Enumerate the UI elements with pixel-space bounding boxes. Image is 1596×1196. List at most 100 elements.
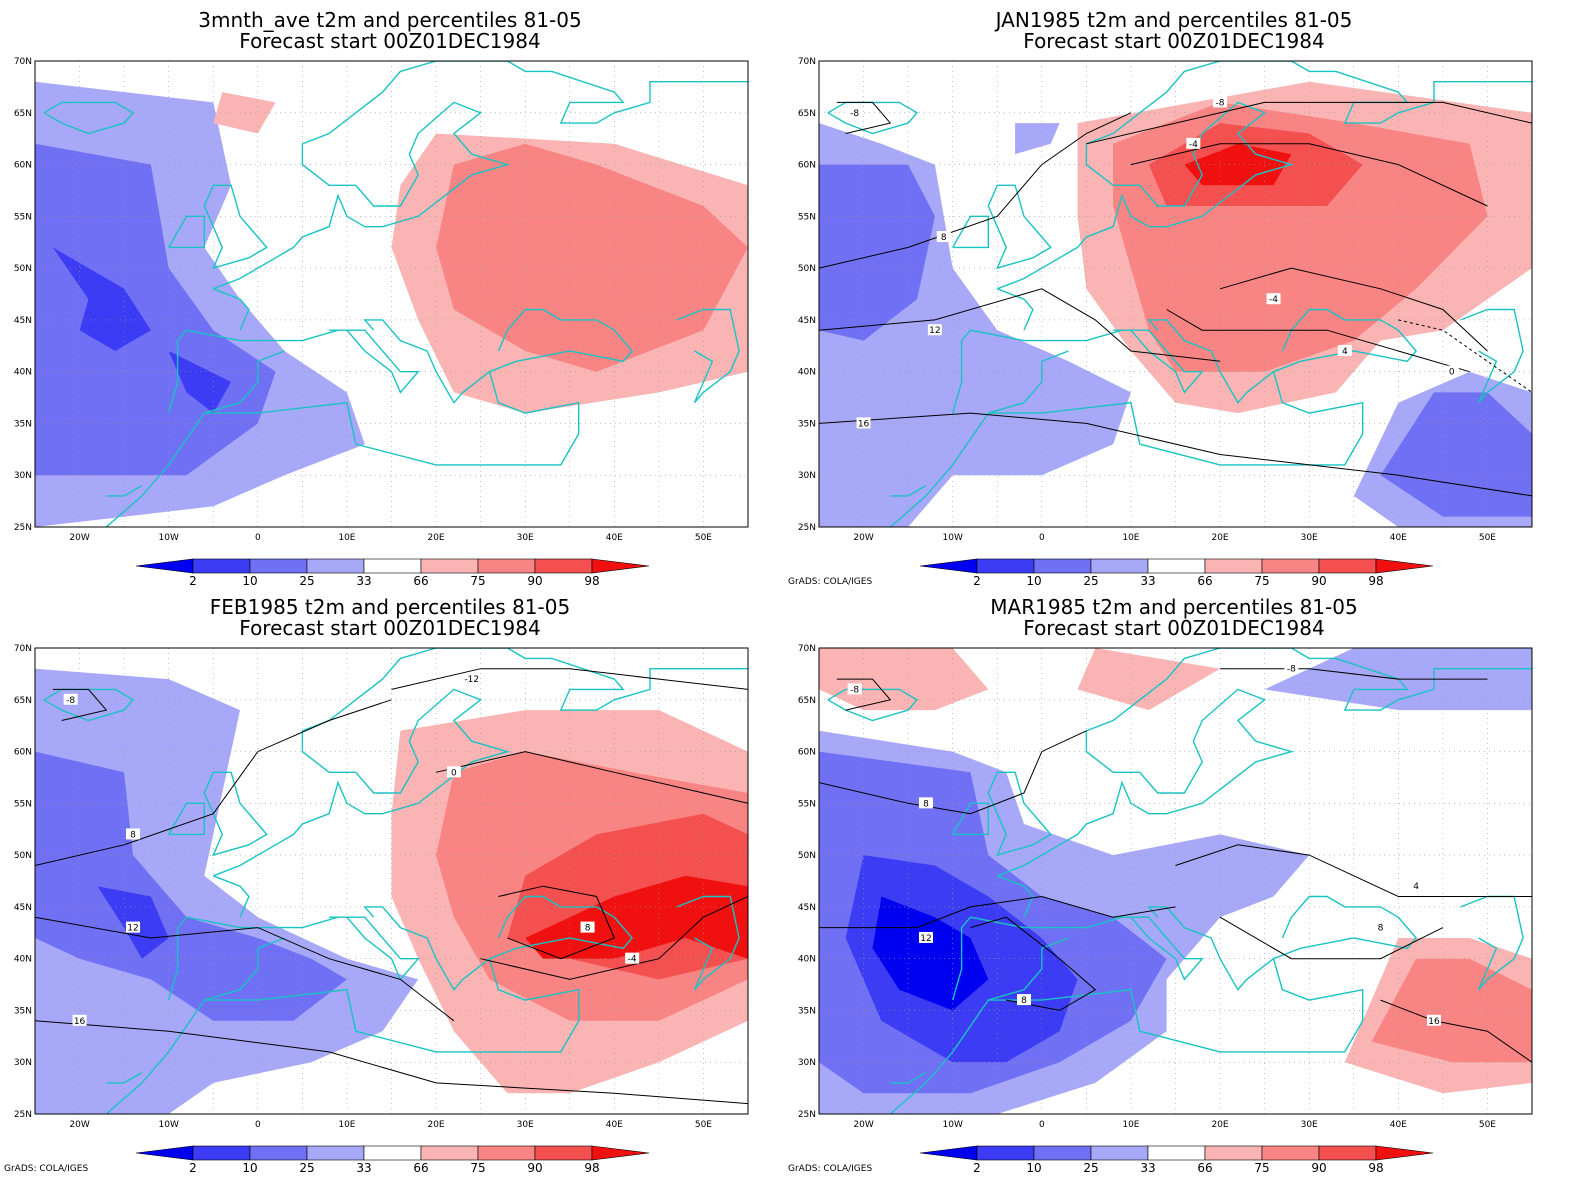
isotherm-label: 8 (1021, 996, 1027, 1006)
colorbar-swatch (306, 1145, 365, 1161)
isotherm-label: 12 (127, 924, 138, 934)
colorbar-swatch (192, 558, 251, 574)
lat-tick-label: 30N (14, 1058, 32, 1068)
isotherm-label-bg (847, 683, 862, 695)
colorbar-label: 10 (1026, 574, 1041, 588)
lat-tick-label: 35N (14, 419, 32, 429)
colorbar-swatch (477, 558, 536, 574)
coastline (105, 412, 205, 527)
map-panel-3month: 3mnth_ave t2m and percentiles 81-05 Fore… (0, 0, 780, 598)
coastline (168, 215, 206, 249)
colorbar-arrow-high (591, 1145, 650, 1161)
lat-tick-label: 60N (798, 748, 816, 758)
colorbar-swatch (1090, 558, 1149, 574)
isotherm (970, 916, 1097, 1011)
colorbar-arrow-high (1375, 1145, 1434, 1161)
isotherm-label-bg (1426, 1014, 1441, 1026)
colorbar-swatch (363, 558, 422, 574)
coastline (106, 484, 143, 497)
coastline (890, 1071, 927, 1084)
lon-tick-label: 40E (606, 1120, 623, 1130)
coastline (987, 771, 1052, 857)
isotherm-label: 0 (1449, 368, 1455, 378)
colorbar-label: 2 (973, 574, 981, 588)
lon-tick-label: 30E (517, 1120, 534, 1130)
lon-tick-label: 20E (427, 533, 444, 543)
colorbar-arrow-low (919, 1145, 978, 1161)
lon-tick-label: 10W (943, 1120, 963, 1130)
isotherm-label: -8 (850, 109, 859, 119)
colorbar-label: 2 (189, 574, 197, 588)
lat-tick-label: 35N (14, 1006, 32, 1016)
colorbar-label: 75 (1254, 1161, 1269, 1175)
colorbar-arrow-low (919, 558, 978, 574)
colorbar-swatch (1090, 1145, 1149, 1161)
colorbar-swatch (976, 558, 1035, 574)
map-panel-jan1985: JAN1985 t2m and percentiles 81-05 Foreca… (784, 0, 1564, 598)
colorbar-swatch (420, 558, 479, 574)
colorbar-label: 90 (1311, 574, 1326, 588)
isotherm-label-bg (1337, 344, 1352, 356)
colorbar-arrow-high (591, 558, 650, 574)
isotherm-label-bg (126, 828, 141, 840)
lon-tick-label: 20E (427, 1120, 444, 1130)
isotherm-label: -12 (464, 675, 479, 685)
percentile-region (35, 751, 347, 1021)
colorbar: 2 10 25 33 66 75 90 98 (135, 558, 650, 588)
coastline (1460, 308, 1524, 404)
lat-tick-label: 55N (14, 212, 32, 222)
colorbar-label: 98 (584, 1161, 599, 1175)
colorbar-label: 33 (356, 574, 371, 588)
lat-tick-label: 45N (14, 903, 32, 913)
coastlines (827, 648, 1532, 1114)
percentile-region (35, 668, 419, 1114)
colorbar-label: 2 (189, 1161, 197, 1175)
colorbar-swatch (249, 558, 308, 574)
coastline (890, 484, 927, 497)
coastline (997, 648, 1532, 877)
panel-title: 3mnth_ave t2m and percentiles 81-05 (198, 8, 582, 32)
lat-tick-label: 25N (14, 1110, 32, 1120)
lon-tick-label: 50E (1479, 533, 1496, 543)
coastline (489, 308, 634, 373)
lon-tick-label: 10W (943, 533, 963, 543)
colorbar-label: 75 (1254, 574, 1269, 588)
panel-subtitle: Forecast start 00Z01DEC1984 (1023, 29, 1325, 53)
lat-tick-label: 45N (798, 903, 816, 913)
grads-credit: GrADS: COLA/IGES (788, 1164, 873, 1174)
lat-tick-label: 40N (14, 368, 32, 378)
isotherm-label: 16 (1428, 1017, 1440, 1027)
colorbar: 2 10 25 33 66 75 90 98 (919, 558, 1434, 588)
isotherm-label-bg (72, 1014, 87, 1026)
isotherm-label: -4 (1269, 295, 1278, 305)
isotherm (35, 916, 455, 1022)
lat-tick-label: 70N (798, 644, 816, 654)
lat-tick-label: 55N (798, 799, 816, 809)
map-plot: 8 12 16 -12 0 8 -4 -8 20W 10W 0 10E 20E 30E 40E 50E 70N… (14, 644, 749, 1175)
coastline (204, 937, 285, 1001)
lat-tick-label: 25N (798, 523, 816, 533)
percentile-region (52, 247, 151, 351)
lat-tick-label: 65N (798, 696, 816, 706)
coastline (952, 329, 1204, 414)
coastline (988, 319, 1364, 466)
percentile-region (525, 875, 748, 959)
isotherm-label-bg (1409, 880, 1424, 892)
coastline (213, 875, 250, 918)
isotherm (1175, 844, 1532, 897)
lon-tick-label: 30E (517, 533, 534, 543)
grads-credit: GrADS: COLA/IGES (788, 577, 873, 587)
coastline (676, 308, 740, 404)
panel-title: MAR1985 t2m and percentiles 81-05 (990, 595, 1358, 619)
isotherm-label-bg (126, 921, 141, 933)
shading (35, 81, 748, 527)
lon-tick-label: 20W (69, 1120, 89, 1130)
lat-tick-label: 60N (14, 161, 32, 171)
coastline (1273, 895, 1418, 960)
lon-tick-label: 50E (1479, 1120, 1496, 1130)
panel-subtitle: Forecast start 00Z01DEC1984 (239, 616, 541, 640)
isotherm-label-bg (847, 106, 862, 118)
lon-tick-label: 10E (338, 1120, 355, 1130)
lat-tick-label: 45N (14, 316, 32, 326)
colorbar-swatch (1204, 1145, 1263, 1161)
